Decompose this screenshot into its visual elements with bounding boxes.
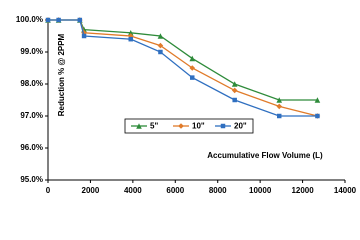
y-tick-label: 95.0%	[20, 175, 43, 184]
marker	[220, 123, 226, 129]
marker	[232, 97, 237, 103]
y-axis-label: Reduction % @ 2PPM	[57, 33, 66, 116]
marker	[276, 97, 283, 103]
marker	[77, 17, 83, 23]
y-tick-label: 98.0%	[20, 79, 43, 88]
y-tick-label: 97.0%	[20, 111, 43, 120]
marker	[127, 30, 134, 36]
marker	[189, 65, 196, 71]
x-tick-label: 8000	[209, 186, 227, 195]
y-tick-label: 100.0%	[16, 15, 43, 24]
chart: Reduction % @ 2PPM Accumulative Flow Vol…	[16, 15, 357, 195]
marker	[231, 81, 238, 87]
marker	[157, 42, 164, 49]
marker	[276, 113, 282, 119]
x-tick-label: 2000	[82, 186, 100, 195]
x-tick-label: 4000	[124, 186, 142, 195]
legend-label: 10"	[192, 122, 205, 131]
x-tick-label: 10000	[249, 186, 272, 195]
x-tick-label: 6000	[166, 186, 184, 195]
marker	[315, 113, 320, 119]
legend-label: 5"	[150, 122, 158, 131]
marker	[158, 49, 163, 55]
marker	[157, 33, 164, 39]
x-tick-label: 14000	[334, 186, 357, 195]
x-tick-label: 12000	[291, 186, 314, 195]
marker	[128, 36, 133, 42]
marker	[231, 87, 238, 94]
y-tick-label: 99.0%	[20, 47, 43, 56]
marker	[56, 17, 61, 23]
marker	[190, 75, 195, 80]
x-axis-label: Accumulative Flow Volume (L)	[207, 151, 323, 160]
marker	[314, 97, 321, 103]
marker	[81, 33, 87, 39]
marker	[276, 103, 283, 110]
marker	[45, 17, 51, 23]
legend-label: 20"	[234, 122, 247, 131]
x-tick-label: 0	[46, 186, 51, 195]
y-tick-label: 96.0%	[20, 143, 43, 152]
series-line	[48, 19, 318, 117]
marker	[136, 123, 142, 129]
series-line	[48, 19, 318, 101]
marker	[189, 55, 196, 62]
marker	[178, 123, 184, 129]
series-line	[48, 19, 318, 117]
